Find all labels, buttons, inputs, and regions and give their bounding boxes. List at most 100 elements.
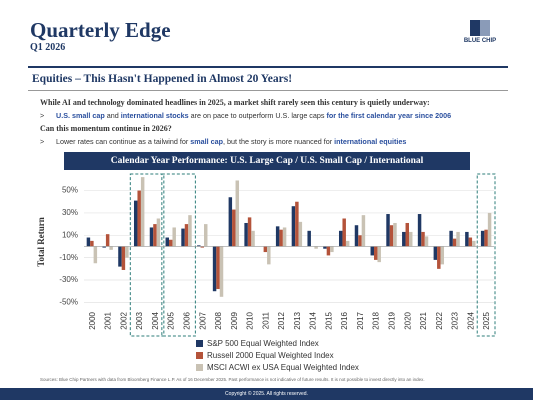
bar: [235, 180, 240, 247]
bar: [326, 246, 331, 256]
bar: [468, 237, 473, 247]
bar: [102, 246, 106, 248]
rule: [28, 90, 508, 91]
x-tick-label: 2017: [356, 311, 365, 329]
x-tick-label: 2014: [309, 311, 318, 329]
bar: [149, 227, 154, 247]
bar: [216, 246, 220, 289]
x-tick-label: 2020: [403, 311, 412, 329]
bar: [137, 190, 141, 247]
bar: [361, 215, 366, 247]
legend-label: Russell 2000 Equal Weighted Index: [207, 351, 334, 360]
rule: [28, 66, 508, 68]
bar: [279, 229, 283, 247]
bar: [86, 237, 91, 247]
x-tick-label: 2019: [388, 311, 397, 329]
text-segment: for the first calendar year since 2006: [326, 111, 452, 120]
bar: [118, 246, 122, 267]
bar: [314, 246, 318, 249]
x-tick-label: 2004: [151, 311, 160, 329]
bar: [188, 215, 192, 247]
x-tick-label: 2002: [119, 311, 128, 329]
bar: [133, 200, 138, 247]
text-segment: international stocks: [120, 111, 189, 120]
bar: [373, 246, 378, 260]
legend-swatch: [196, 340, 203, 347]
bar: [389, 225, 394, 247]
x-tick-label: 2009: [230, 311, 239, 329]
x-tick-label: 2022: [435, 311, 444, 329]
bar: [358, 235, 362, 247]
bar: [90, 240, 94, 247]
x-tick-label: 2012: [277, 311, 286, 329]
bar: [377, 246, 381, 263]
text-line: > Lower rates can continue as a tailwind …: [40, 137, 510, 150]
bar: [105, 234, 110, 247]
bullet: >: [40, 137, 45, 146]
bar: [200, 246, 205, 248]
x-tick-label: 2010: [246, 311, 255, 329]
bar: [409, 231, 413, 247]
bar: [282, 227, 287, 247]
bar: [165, 237, 169, 247]
bar: [153, 224, 157, 247]
page-title: Quarterly Edge: [30, 18, 171, 42]
text-segment: While AI and technology dominated headli…: [40, 98, 430, 107]
bar: [354, 225, 359, 247]
text-line: > U.S. small cap and international stocks…: [40, 111, 510, 124]
text-segment: Lower rates can continue as a tailwind f…: [56, 137, 191, 146]
x-tick-label: 2007: [198, 311, 207, 329]
x-tick-label: 2015: [324, 311, 333, 329]
y-tick-label: 30%: [62, 208, 78, 217]
highlight-box: [129, 173, 165, 337]
bar: [484, 229, 488, 247]
text-segment: Can this momentum continue in 2026?: [40, 124, 172, 133]
bar: [487, 212, 492, 247]
text-segment: and: [104, 111, 121, 120]
bar: [433, 246, 438, 260]
bar: [472, 240, 476, 247]
y-axis-label: Total Return: [36, 217, 46, 266]
bar: [156, 218, 161, 247]
bar: [247, 217, 252, 247]
bar: [168, 239, 173, 247]
text-segment: international equities: [334, 137, 407, 146]
legend-label: MSCI ACWI ex USA Equal Weighted Index: [207, 363, 359, 372]
bullet: >: [40, 111, 45, 120]
x-tick-label: 2018: [372, 311, 381, 329]
x-tick-label: 2021: [419, 311, 428, 329]
y-tick-label: -30%: [59, 275, 78, 284]
highlight-box: [476, 173, 496, 337]
bar: [232, 209, 236, 247]
bar: [244, 222, 248, 247]
bar: [449, 230, 453, 247]
x-tick-label: 2016: [340, 311, 349, 329]
x-tick-label: 2003: [135, 311, 144, 329]
bar: [251, 230, 255, 247]
bar: [456, 231, 460, 247]
bar: [437, 246, 441, 269]
bar: [109, 246, 113, 250]
bar: [307, 230, 311, 247]
bar: [338, 230, 343, 247]
bar: [452, 238, 457, 247]
legend-swatch: [196, 352, 203, 359]
bar: [323, 246, 327, 249]
bar: [417, 214, 422, 247]
x-tick-label: 2011: [261, 311, 270, 329]
y-tick-label: 50%: [62, 186, 78, 195]
page-subtitle: Q1 2026: [30, 42, 66, 53]
bar: [295, 201, 299, 247]
x-tick-label: 2005: [167, 311, 176, 329]
logo-text: BLUE CHIP: [463, 38, 497, 44]
bar: [421, 231, 425, 247]
legend-swatch: [196, 364, 203, 371]
bar: [212, 246, 217, 292]
text-segment: are on pace to outperform U.S. large cap…: [188, 111, 327, 120]
y-tick-label: 10%: [62, 230, 78, 239]
bar: [465, 231, 469, 247]
bar: [93, 246, 98, 264]
y-tick-label: -10%: [59, 253, 78, 262]
x-tick-label: 2008: [214, 311, 223, 329]
